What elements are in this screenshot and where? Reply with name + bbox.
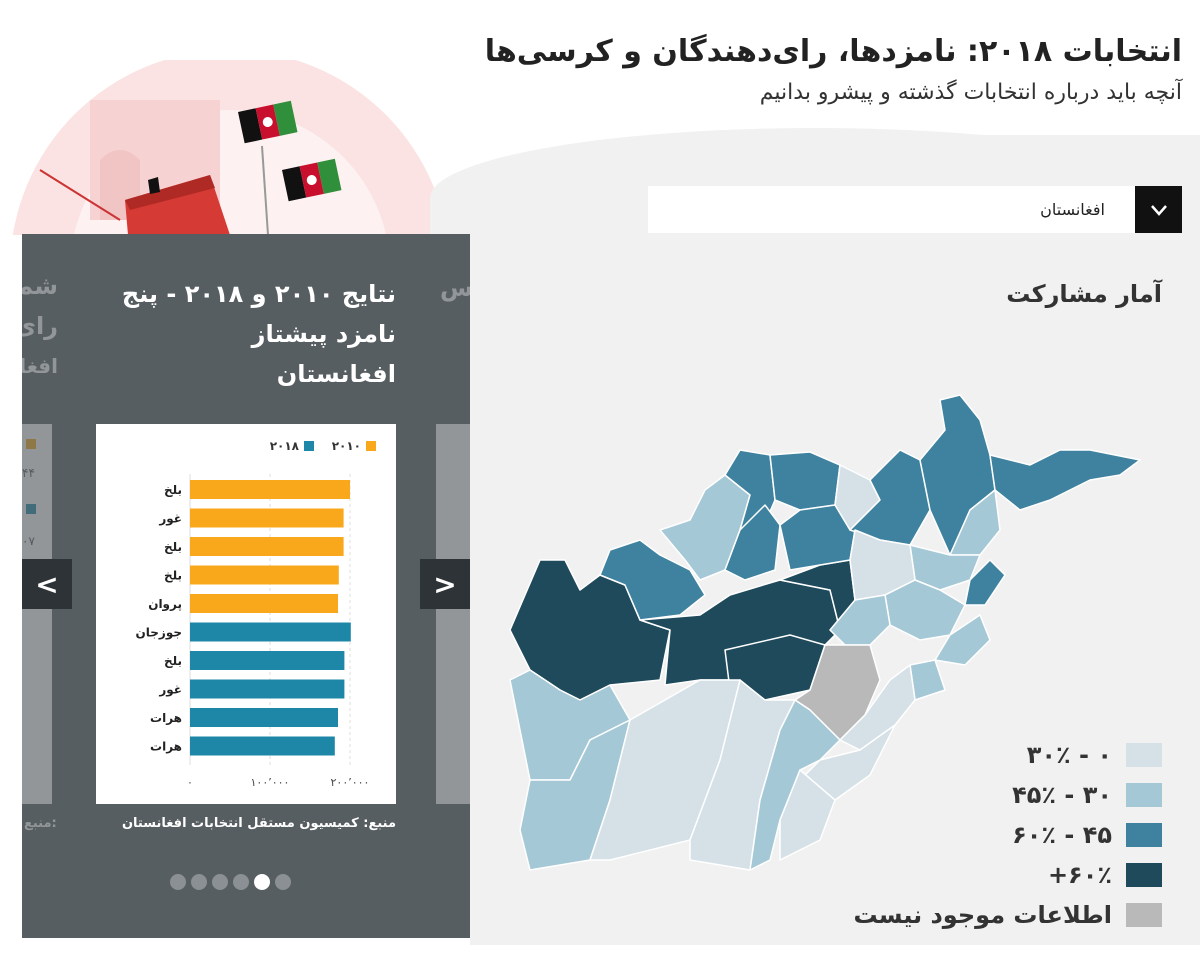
- legend-swatch: [366, 441, 376, 451]
- map-province: [964, 559, 1006, 606]
- legend-swatch: [1126, 823, 1162, 847]
- legend-label: ۶۰٪+: [1047, 861, 1112, 889]
- legend-item: ۶۰٪+: [854, 855, 1162, 895]
- ghost-title-line: س: [440, 274, 470, 302]
- legend-label: ۳۰ - ۴۵٪: [1012, 781, 1112, 809]
- page-subtitle: آنچه باید درباره انتخابات گذشته و پیشرو …: [759, 80, 1182, 105]
- previous-slide-peek: شم رای افغا ۴۴ ۰۷ منبع:: [22, 234, 66, 938]
- chart-title-region: افغانستان: [276, 360, 396, 388]
- legend-label: ۲۰۱۸: [270, 439, 300, 453]
- legend-item: ۰ - ۳۰٪: [854, 735, 1162, 775]
- carousel-dot[interactable]: [170, 874, 186, 890]
- chevron-down-icon[interactable]: [1135, 186, 1182, 233]
- carousel-dot[interactable]: [191, 874, 207, 890]
- map-province: [884, 579, 966, 641]
- bar: [190, 736, 335, 756]
- bar: [190, 565, 339, 585]
- election-illustration: [0, 60, 470, 235]
- ghost-legend-value: ۰۷: [22, 534, 35, 548]
- legend-swatch: [1126, 783, 1162, 807]
- next-slide-peek: س: [436, 234, 470, 938]
- map-province: [989, 449, 1141, 511]
- category-label: غور: [158, 683, 182, 698]
- category-label: هرات: [150, 740, 182, 754]
- bar: [190, 679, 345, 699]
- map-province: [779, 769, 836, 861]
- category-label: پروان: [148, 597, 182, 612]
- category-label: بلخ: [164, 569, 182, 583]
- carousel-dot[interactable]: [212, 874, 228, 890]
- x-tick-label: ۰: [187, 776, 193, 789]
- bar: [190, 708, 338, 727]
- map-province: [839, 664, 916, 751]
- legend-item: ۳۰ - ۴۵٪: [854, 775, 1162, 815]
- legend-item: ۴۵ - ۶۰٪: [854, 815, 1162, 855]
- region-select[interactable]: افغانستان: [648, 186, 1182, 233]
- category-label: بلخ: [164, 654, 182, 668]
- chart-source: منبع: کمیسیون مستقل انتخابات افغانستان: [121, 816, 396, 831]
- category-label: غور: [158, 512, 182, 527]
- ghost-legend-value: ۴۴: [22, 466, 35, 480]
- legend-swatch: [1126, 863, 1162, 887]
- chart-card-title: نتایج ۲۰۱۰ و ۲۰۱۸ - پنج نامزد پیشتاز افغ…: [96, 274, 396, 394]
- chevron-left-icon: <: [35, 567, 59, 601]
- bar: [190, 594, 338, 613]
- legend-swatch: [304, 441, 314, 451]
- bar: [190, 508, 344, 528]
- candidate-results-chart: ۲۰۱۰ ۲۰۱۸ ۰ ۱۰۰٬۰۰۰ ۲۰۰٬۰۰۰ بلخ غور بلخ بلخ پروان…: [96, 424, 396, 804]
- carousel-dot[interactable]: [254, 874, 270, 890]
- legend-item: اطلاعات موجود نیست: [853, 895, 1162, 935]
- bar: [190, 537, 344, 556]
- map-province: [769, 451, 841, 511]
- page-title: انتخابات ۲۰۱۸: نامزدها، رای‌دهندگان و کر…: [484, 34, 1182, 70]
- x-tick-label: ۱۰۰٬۰۰۰: [251, 776, 290, 789]
- map-province: [599, 539, 706, 621]
- category-label: هرات: [150, 711, 182, 725]
- carousel-dot[interactable]: [233, 874, 249, 890]
- legend-label: ۰ - ۳۰٪: [1026, 741, 1112, 769]
- legend-label: ۴۵ - ۶۰٪: [1012, 821, 1112, 849]
- results-carousel: شم رای افغا ۴۴ ۰۷ منبع: س نتایج ۲۰۱۰ و ۲…: [22, 234, 470, 938]
- ghost-title-line: رای: [22, 312, 58, 340]
- bar: [190, 622, 351, 642]
- legend-swatch: [1126, 743, 1162, 767]
- afghanistan-map[interactable]: [490, 380, 1170, 900]
- category-label: جوزجان: [136, 626, 182, 641]
- ghost-title-line: شم: [22, 272, 58, 300]
- map-province: [909, 659, 946, 701]
- map-province: [724, 504, 781, 581]
- legend-label: اطلاعات موجود نیست: [853, 901, 1113, 929]
- carousel-dot[interactable]: [275, 874, 291, 890]
- category-label: بلخ: [164, 540, 182, 554]
- ghost-title-line: افغا: [22, 354, 58, 378]
- map-province: [934, 614, 991, 666]
- previous-slide-button[interactable]: <: [22, 559, 72, 609]
- chart-title-line: نتایج ۲۰۱۰ و ۲۰۱۸ - پنج نامزد پیشتاز: [121, 280, 396, 348]
- chevron-right-icon: >: [433, 567, 457, 601]
- map-legend: ۰ - ۳۰٪ ۳۰ - ۴۵٪ ۴۵ - ۶۰٪ ۶۰٪+ اطلاعات م…: [853, 735, 1162, 935]
- category-label: بلخ: [164, 483, 182, 497]
- next-slide-button[interactable]: >: [420, 559, 470, 609]
- region-select-value: افغانستان: [1040, 200, 1105, 219]
- legend-swatch: [1126, 903, 1162, 927]
- ghost-source: منبع:: [24, 816, 57, 831]
- bar: [190, 651, 345, 670]
- legend-label: ۲۰۱۰: [332, 439, 361, 453]
- carousel-pagination: [170, 874, 291, 890]
- x-tick-label: ۲۰۰٬۰۰۰: [331, 776, 370, 789]
- participation-stats-title: آمار مشارکت: [1006, 280, 1162, 308]
- bar: [190, 480, 350, 499]
